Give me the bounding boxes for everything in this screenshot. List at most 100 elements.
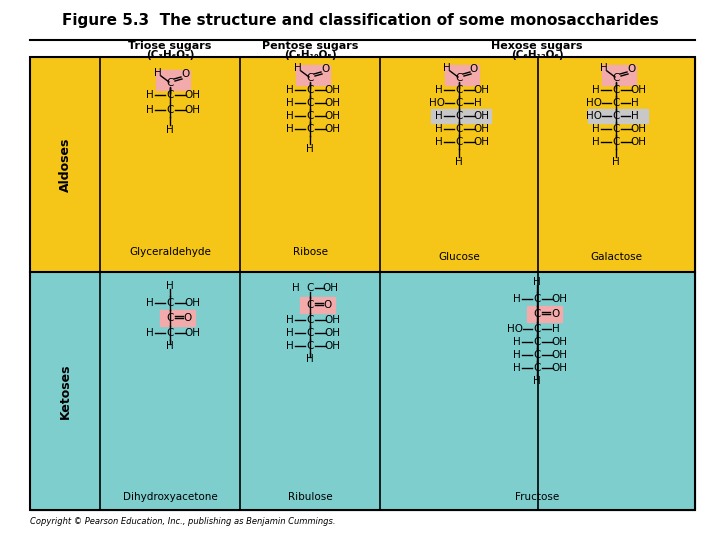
Text: C: C <box>612 98 620 108</box>
Text: H: H <box>513 294 521 304</box>
Text: H: H <box>146 90 154 100</box>
Text: C: C <box>166 298 174 308</box>
Text: (C₅H₁₀O₅): (C₅H₁₀O₅) <box>284 50 336 60</box>
Text: H: H <box>146 105 154 115</box>
Text: OH: OH <box>184 298 200 308</box>
Text: C: C <box>612 111 620 121</box>
Text: H: H <box>592 124 600 134</box>
Text: H: H <box>513 337 521 347</box>
Text: H: H <box>533 277 541 287</box>
Text: OH: OH <box>324 85 340 95</box>
Text: H: H <box>513 363 521 373</box>
Text: OH: OH <box>184 328 200 338</box>
Text: H: H <box>286 98 294 108</box>
Text: OH: OH <box>473 124 489 134</box>
Text: OH: OH <box>551 363 567 373</box>
Text: O: O <box>181 69 189 79</box>
Text: OH: OH <box>324 315 340 325</box>
Text: H: H <box>435 85 443 95</box>
Text: OH: OH <box>551 294 567 304</box>
Text: OH: OH <box>184 105 200 115</box>
Text: OH: OH <box>551 337 567 347</box>
Text: H: H <box>592 137 600 147</box>
Text: H: H <box>286 85 294 95</box>
Text: C: C <box>306 85 314 95</box>
Text: H: H <box>600 63 608 73</box>
Text: C: C <box>306 341 314 351</box>
Bar <box>300 297 335 313</box>
Text: O: O <box>324 300 332 310</box>
Text: H: H <box>146 298 154 308</box>
Text: OH: OH <box>324 124 340 134</box>
Text: (C₆H₁₂O₆): (C₆H₁₂O₆) <box>510 50 563 60</box>
Text: C: C <box>166 313 174 323</box>
Text: HO: HO <box>507 324 523 334</box>
Text: Glyceraldehyde: Glyceraldehyde <box>129 247 211 257</box>
Text: C: C <box>534 337 541 347</box>
Text: H: H <box>435 111 443 121</box>
Text: C: C <box>612 73 620 83</box>
Text: C: C <box>534 350 541 360</box>
Text: H: H <box>286 341 294 351</box>
Text: OH: OH <box>630 85 646 95</box>
Text: H: H <box>306 354 314 364</box>
Text: C: C <box>455 137 463 147</box>
Text: OH: OH <box>322 283 338 293</box>
Text: C: C <box>306 315 314 325</box>
Text: Figure 5.3  The structure and classification of some monosaccharides: Figure 5.3 The structure and classificat… <box>62 12 658 28</box>
Text: HO: HO <box>586 111 602 121</box>
Text: Galactose: Galactose <box>590 252 642 262</box>
Text: OH: OH <box>630 124 646 134</box>
Text: H: H <box>286 315 294 325</box>
Text: C: C <box>455 98 463 108</box>
Text: OH: OH <box>324 111 340 121</box>
Text: H: H <box>455 157 463 167</box>
Bar <box>30 57 695 272</box>
Text: H: H <box>592 85 600 95</box>
Text: C: C <box>455 85 463 95</box>
Bar <box>160 310 195 326</box>
Text: HO: HO <box>586 98 602 108</box>
Text: Aldoses: Aldoses <box>58 138 71 192</box>
Text: O: O <box>627 64 635 74</box>
Text: H: H <box>154 68 162 78</box>
Text: O: O <box>184 313 192 323</box>
Text: H: H <box>612 157 620 167</box>
Text: O: O <box>470 64 478 74</box>
Text: H: H <box>513 350 521 360</box>
Text: OH: OH <box>551 350 567 360</box>
Text: OH: OH <box>184 90 200 100</box>
Text: C: C <box>612 124 620 134</box>
Text: C: C <box>455 73 463 83</box>
Text: OH: OH <box>630 137 646 147</box>
Text: Hexose sugars: Hexose sugars <box>491 41 582 51</box>
Text: OH: OH <box>473 111 489 121</box>
Text: OH: OH <box>324 328 340 338</box>
Text: C: C <box>534 309 541 319</box>
Text: Glucose: Glucose <box>438 252 480 262</box>
Text: H: H <box>146 328 154 338</box>
Text: H: H <box>166 125 174 135</box>
Text: C: C <box>306 111 314 121</box>
Text: C: C <box>612 137 620 147</box>
Text: C: C <box>306 73 314 83</box>
Text: H: H <box>306 144 314 154</box>
Text: OH: OH <box>324 341 340 351</box>
Bar <box>527 306 562 322</box>
Text: H: H <box>631 111 639 121</box>
Text: Ribulose: Ribulose <box>288 492 333 502</box>
Text: H: H <box>286 124 294 134</box>
Bar <box>588 109 648 123</box>
Text: H: H <box>631 98 639 108</box>
Bar <box>30 272 695 510</box>
Text: C: C <box>166 105 174 115</box>
Text: H: H <box>533 376 541 386</box>
Text: Ribose: Ribose <box>292 247 328 257</box>
Text: H: H <box>552 324 560 334</box>
Text: C: C <box>455 111 463 121</box>
Text: C: C <box>166 90 174 100</box>
Text: C: C <box>455 124 463 134</box>
Text: Fructose: Fructose <box>515 492 559 502</box>
Bar <box>602 65 636 85</box>
Text: OH: OH <box>324 98 340 108</box>
